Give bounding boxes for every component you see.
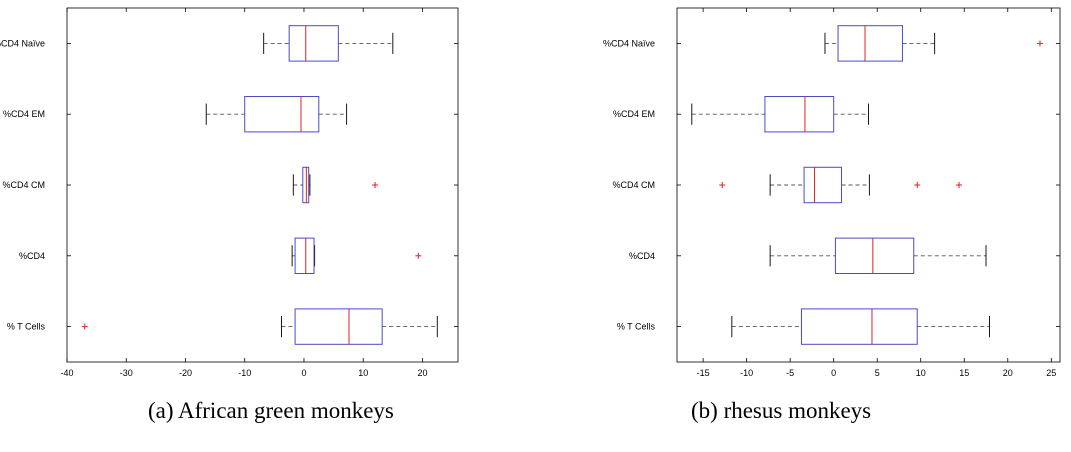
iqr-box (837, 25, 903, 62)
x-tick-label: 5 (875, 368, 880, 378)
x-tick-label: 0 (301, 368, 306, 378)
x-tick-label: -30 (120, 368, 133, 378)
x-tick-label: -10 (740, 368, 753, 378)
x-tick-label: 25 (1046, 368, 1056, 378)
category-label: % T Cells (7, 322, 46, 332)
iqr-box (834, 237, 915, 275)
category-label: % T Cells (617, 322, 656, 332)
x-tick-label: 10 (358, 368, 368, 378)
x-tick-label: 15 (959, 368, 969, 378)
x-tick-label: 10 (916, 368, 926, 378)
boxplot-rhesus-monkeys: -15 -10 -5 0 5 10 15 20 25 %CD4 Naïve %CD4 EM %CD4 … (535, 0, 1071, 447)
boxplot-african-green-monkeys: -40 -30 -20 -10 0 10 20 %CD4 Naïve %CD4 EM %CD4 C… (0, 0, 535, 447)
x-tick-label: -10 (238, 368, 251, 378)
chart-a-svg: -40 -30 -20 -10 0 10 20 %CD4 Naïve %CD4 EM %CD4 C… (0, 7, 459, 378)
iqr-box (764, 96, 835, 133)
iqr-box (302, 166, 310, 204)
x-tick-label: 20 (417, 368, 427, 378)
x-tick-label: -5 (786, 368, 794, 378)
iqr-box (244, 96, 320, 133)
iqr-box (294, 308, 383, 345)
iqr-box (803, 166, 843, 204)
category-label: %CD4 Naïve (603, 38, 655, 48)
chart-b-svg: -15 -10 -5 0 5 10 15 20 25 %CD4 Naïve %CD4 EM %CD4 … (603, 7, 1061, 378)
category-label: %CD4 CM (2, 180, 45, 190)
x-tick-label: 20 (1003, 368, 1013, 378)
category-label: %CD4 EM (613, 109, 655, 119)
caption-a: (a) African green monkeys (148, 398, 394, 423)
category-label: %CD4 CM (612, 180, 655, 190)
category-label: %CD4 (19, 251, 45, 261)
category-label: %CD4 EM (3, 109, 45, 119)
axes-frame (66, 7, 459, 363)
caption-b: (b) rhesus monkeys (691, 398, 872, 423)
x-tick-label: -20 (179, 368, 192, 378)
x-tick-label: -40 (60, 368, 73, 378)
iqr-box (288, 25, 339, 62)
x-tick-label: -15 (697, 368, 710, 378)
category-label: %CD4 Naïve (0, 38, 45, 48)
iqr-box (800, 308, 918, 345)
x-tick-label: 0 (831, 368, 836, 378)
category-label: %CD4 (629, 251, 655, 261)
iqr-box (294, 237, 315, 275)
